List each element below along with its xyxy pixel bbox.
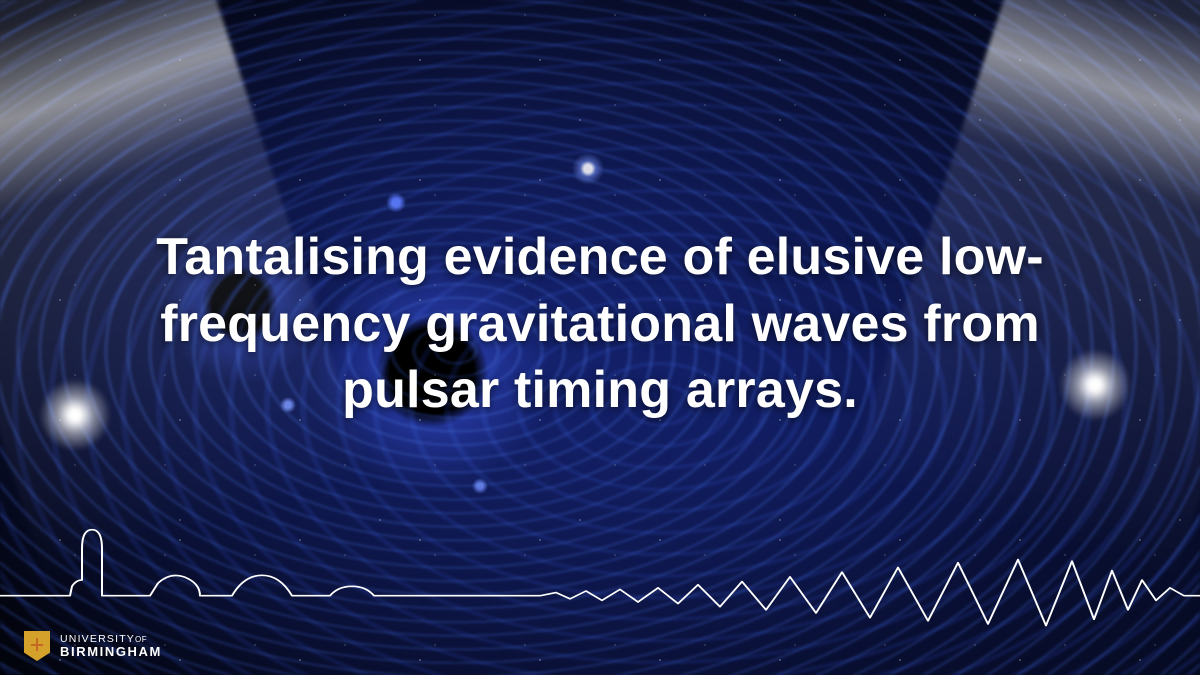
- university-crest-icon: [24, 631, 50, 661]
- university-wordmark: UNIVERSITYOF BIRMINGHAM: [60, 634, 162, 658]
- university-logo: UNIVERSITYOF BIRMINGHAM: [24, 631, 162, 661]
- waveform-line: [520, 560, 1200, 626]
- headline-text: Tantalising evidence of elusive low-freq…: [90, 224, 1110, 424]
- skyline-waveform-icon: [0, 525, 1200, 635]
- university-line2: BIRMINGHAM: [60, 645, 162, 658]
- skyline-path: [0, 530, 520, 596]
- university-line1b: OF: [135, 635, 147, 644]
